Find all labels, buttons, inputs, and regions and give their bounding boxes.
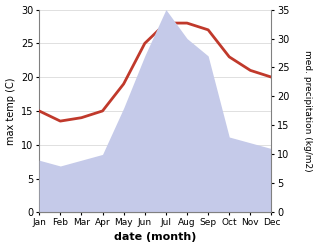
X-axis label: date (month): date (month): [114, 232, 197, 243]
Y-axis label: med. precipitation (kg/m2): med. precipitation (kg/m2): [303, 50, 313, 172]
Y-axis label: max temp (C): max temp (C): [5, 77, 16, 145]
